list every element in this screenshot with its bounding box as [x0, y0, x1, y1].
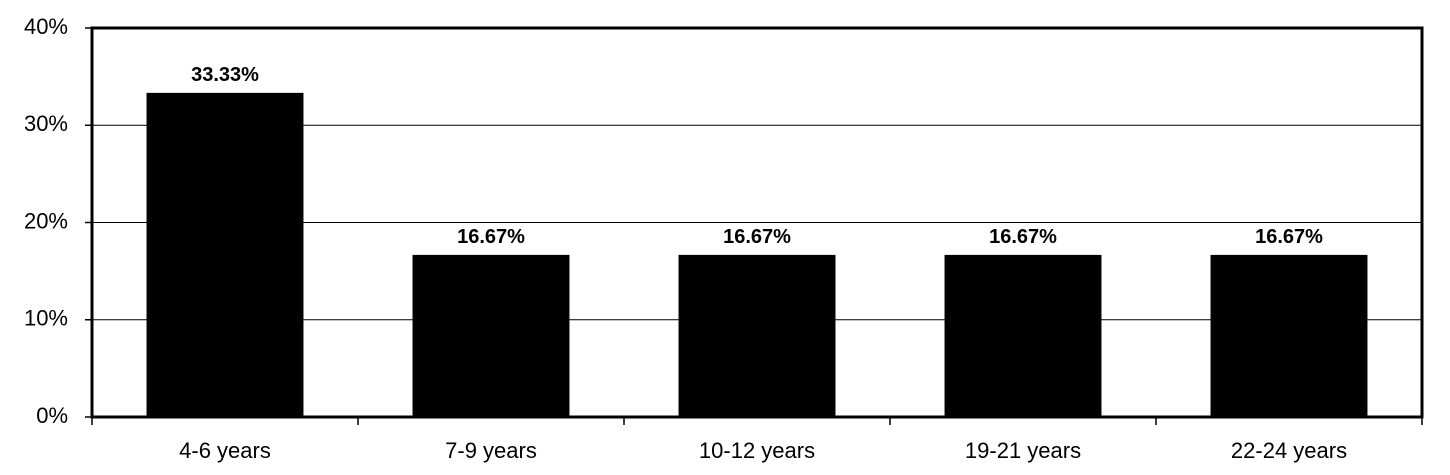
x-tick-label: 22-24 years	[1231, 438, 1347, 463]
y-tick-label: 30%	[24, 111, 68, 136]
plot-border	[90, 26, 1424, 419]
value-label: 16.67%	[723, 226, 791, 248]
bar	[944, 254, 1102, 417]
bar	[146, 92, 304, 417]
y-tick-label: 10%	[24, 306, 68, 331]
value-label: 16.67%	[989, 226, 1057, 248]
x-tick-label: 7-9 years	[445, 438, 537, 463]
y-tick-label: 40%	[24, 14, 68, 39]
bar	[678, 254, 836, 417]
y-tick-label: 0%	[36, 403, 68, 428]
y-tick-label: 20%	[24, 208, 68, 233]
value-label: 16.67%	[1255, 226, 1323, 248]
x-tick-label: 10-12 years	[699, 438, 815, 463]
x-tick-label: 4-6 years	[179, 438, 271, 463]
bar	[412, 254, 570, 417]
bar	[1210, 254, 1368, 417]
value-label: 33.33%	[191, 64, 259, 86]
x-tick-label: 19-21 years	[965, 438, 1081, 463]
value-label: 16.67%	[457, 226, 525, 248]
